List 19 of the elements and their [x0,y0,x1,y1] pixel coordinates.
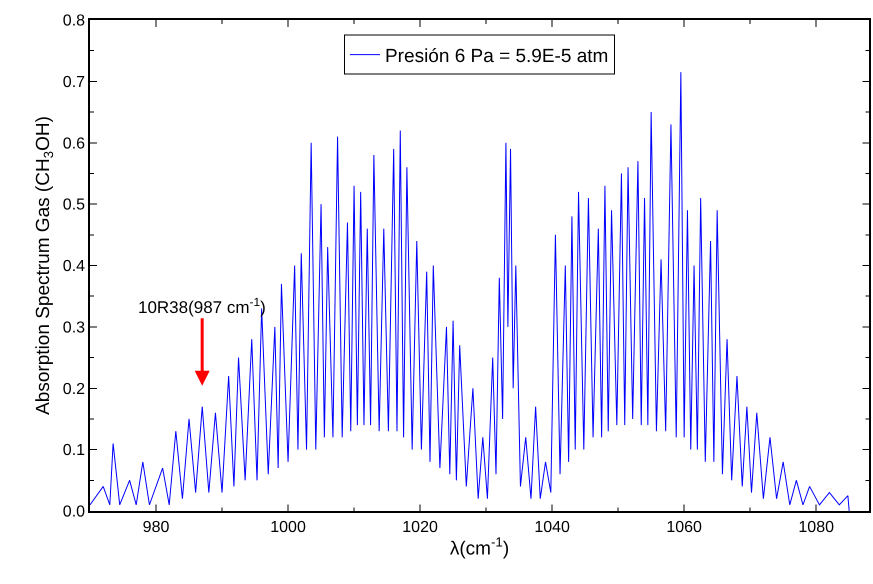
x-tick-label: 1000 [270,518,306,536]
y-tick-label: 0.0 [62,504,86,521]
y-tick-label: 0.8 [62,12,86,30]
y-tick-label: 0.6 [62,135,86,152]
line-series [90,72,850,511]
annotation: 10R38(987 cm$^{-1}$) [138,295,266,318]
x-tick-label: 1020 [402,518,438,536]
y-tick-label: 0.7 [62,74,86,91]
y-tick-label: 0.1 [62,442,86,460]
y-tick-label: 0.3 [62,319,86,336]
x-tick-label: 1060 [666,518,702,536]
y-tick-label: 0.2 [62,380,86,398]
x-tick-label: 1040 [534,518,570,536]
legend-label: Presión 6 Pa = 5.9E-5 atm [385,46,608,67]
y-tick-label: 0.5 [62,196,86,214]
x-tick-label: 1080 [798,518,834,536]
y-tick-label: 0.4 [62,258,86,276]
x-axis-title: λ(cm$^{-1}$) [450,534,510,560]
x-tick-label: 980 [142,518,170,536]
